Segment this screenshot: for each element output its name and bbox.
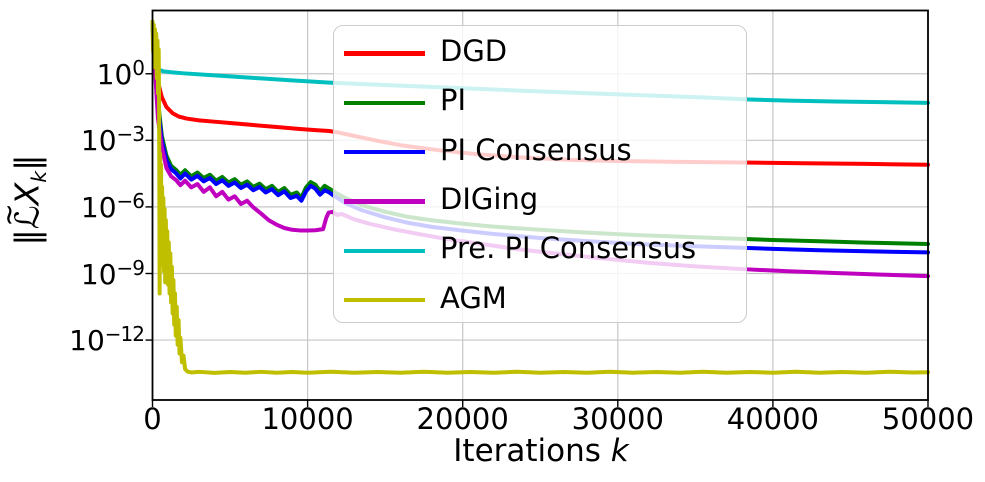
x-tick-label: 40000 — [726, 402, 820, 436]
legend-item: PI Consensus — [344, 128, 746, 177]
y-tick-label: 100 — [96, 55, 145, 91]
legend-label: DIGing — [440, 182, 539, 217]
y-tick-label: 10−9 — [80, 255, 145, 291]
y-tick-label: 10−6 — [80, 188, 145, 224]
x-axis-label: Iterations k — [453, 433, 629, 469]
legend-item: Pre. PI Consensus — [344, 226, 746, 275]
x-tick-label: 30000 — [571, 402, 664, 436]
tilde-accent: ~ — [0, 203, 26, 227]
subscript-k: k — [27, 170, 52, 183]
norm-close: ‖ — [7, 154, 47, 171]
y-tick-label: 10−12 — [69, 321, 145, 357]
variable-x: X — [7, 182, 47, 206]
x-tick-label: 20000 — [416, 402, 509, 436]
legend: DGD PI PI Consensus DIGing Pre. PI Conse… — [333, 25, 747, 323]
y-axis-label: ‖~ℒXk‖ — [0, 154, 52, 246]
legend-label: PI Consensus — [440, 132, 632, 167]
legend-item: DIGing — [344, 177, 746, 226]
legend-label: DGD — [440, 34, 508, 69]
laplacian-symbol: ~ℒ — [0, 203, 46, 229]
legend-label: Pre. PI Consensus — [440, 231, 697, 266]
legend-swatch-agm — [344, 297, 425, 303]
variable-k: k — [610, 433, 629, 469]
legend-label: AGM — [440, 280, 507, 315]
legend-item: DGD — [344, 29, 746, 78]
y-tick-label: 10−3 — [80, 122, 145, 158]
x-tick-label: 0 — [143, 402, 162, 436]
x-tick-label: 50000 — [881, 402, 975, 436]
legend-swatch-pi — [344, 100, 425, 106]
legend-swatch-pre-pi-consensus — [344, 248, 425, 254]
legend-item: AGM — [344, 275, 746, 324]
legend-swatch-diging — [344, 199, 425, 204]
legend-label: PI — [440, 83, 467, 118]
norm-open: ‖ — [7, 229, 47, 246]
legend-item: PI — [344, 78, 746, 127]
legend-swatch-dgd — [344, 51, 425, 56]
x-tick-label: 10000 — [261, 402, 354, 436]
legend-swatch-pi-consensus — [344, 149, 425, 155]
